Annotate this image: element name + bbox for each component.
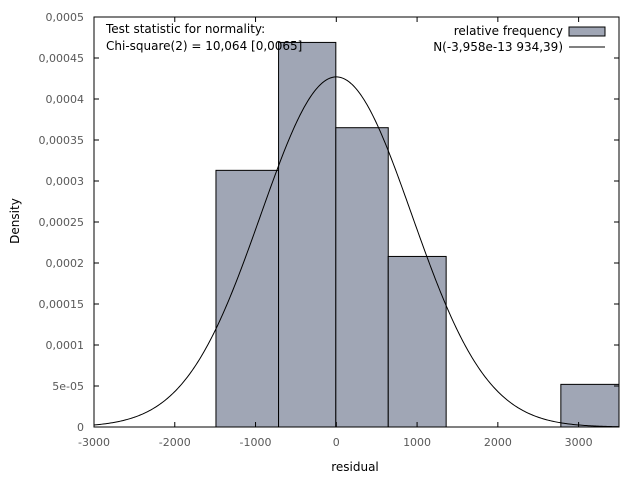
y-axis-title: Density: [8, 198, 22, 244]
histogram-bar-3: [335, 127, 389, 428]
x-tick-label: -2000: [159, 436, 191, 449]
legend-swatch-histogram: [568, 26, 606, 37]
x-axis-ticks: -3000 -2000 -1000 0 1000 2000 3000: [78, 17, 593, 449]
normal-density-curve: [93, 76, 620, 428]
histogram-bars: [215, 41, 620, 428]
legend-label-relative-frequency: relative frequency: [454, 24, 563, 38]
histogram-bar-2: [278, 41, 337, 428]
y-tick-label: 0,00035: [39, 134, 85, 147]
x-tick-label: 1000: [403, 436, 431, 449]
y-tick-label: 0,0005: [46, 11, 85, 24]
legend: relative frequency N(-3,958e-13 934,39): [433, 24, 606, 54]
y-tick-label: 0,00045: [39, 52, 85, 65]
y-tick-label: 0,0001: [46, 339, 85, 352]
histogram-bar-1: [215, 169, 280, 428]
histogram-bar-4: [387, 255, 447, 428]
y-tick-label: 0,0002: [46, 257, 85, 270]
y-tick-label: 0: [77, 421, 84, 434]
histogram-bar-5: [560, 383, 620, 428]
y-tick-label: 0,0004: [46, 93, 85, 106]
y-axis-ticks: 0 5e-05 0,0001 0,00015 0,0002 0,00025 0,0003 0,…: [39, 11, 619, 434]
x-axis-title: residual: [331, 460, 379, 474]
y-tick-label: 0,00015: [39, 298, 85, 311]
legend-label-normal-curve: N(-3,958e-13 934,39): [433, 40, 563, 54]
y-tick-label: 0,0003: [46, 175, 85, 188]
x-tick-label: 0: [333, 436, 340, 449]
x-tick-label: 3000: [565, 436, 593, 449]
y-tick-label: 5e-05: [52, 380, 84, 393]
chi-square-result: Chi-square(2) = 10,064 [0,0065]: [106, 39, 302, 53]
x-tick-label: -3000: [78, 436, 110, 449]
normality-test-heading: Test statistic for normality:: [105, 22, 265, 36]
x-tick-label: 2000: [484, 436, 512, 449]
x-tick-label: -1000: [240, 436, 272, 449]
y-tick-label: 0,00025: [39, 216, 85, 229]
